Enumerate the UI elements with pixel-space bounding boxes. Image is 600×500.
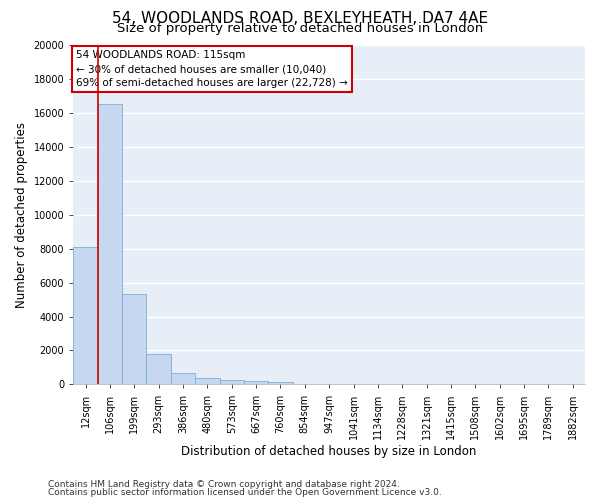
Bar <box>195 378 220 384</box>
Text: Size of property relative to detached houses in London: Size of property relative to detached ho… <box>117 22 483 35</box>
Text: 54 WOODLANDS ROAD: 115sqm
← 30% of detached houses are smaller (10,040)
69% of s: 54 WOODLANDS ROAD: 115sqm ← 30% of detac… <box>76 50 347 88</box>
X-axis label: Distribution of detached houses by size in London: Distribution of detached houses by size … <box>181 444 477 458</box>
Bar <box>171 374 195 384</box>
Bar <box>220 380 244 384</box>
Bar <box>122 294 146 384</box>
Text: 54, WOODLANDS ROAD, BEXLEYHEATH, DA7 4AE: 54, WOODLANDS ROAD, BEXLEYHEATH, DA7 4AE <box>112 11 488 26</box>
Bar <box>268 382 293 384</box>
Bar <box>98 104 122 384</box>
Bar <box>146 354 171 384</box>
Text: Contains public sector information licensed under the Open Government Licence v3: Contains public sector information licen… <box>48 488 442 497</box>
Bar <box>244 381 268 384</box>
Y-axis label: Number of detached properties: Number of detached properties <box>15 122 28 308</box>
Bar <box>73 247 98 384</box>
Text: Contains HM Land Registry data © Crown copyright and database right 2024.: Contains HM Land Registry data © Crown c… <box>48 480 400 489</box>
